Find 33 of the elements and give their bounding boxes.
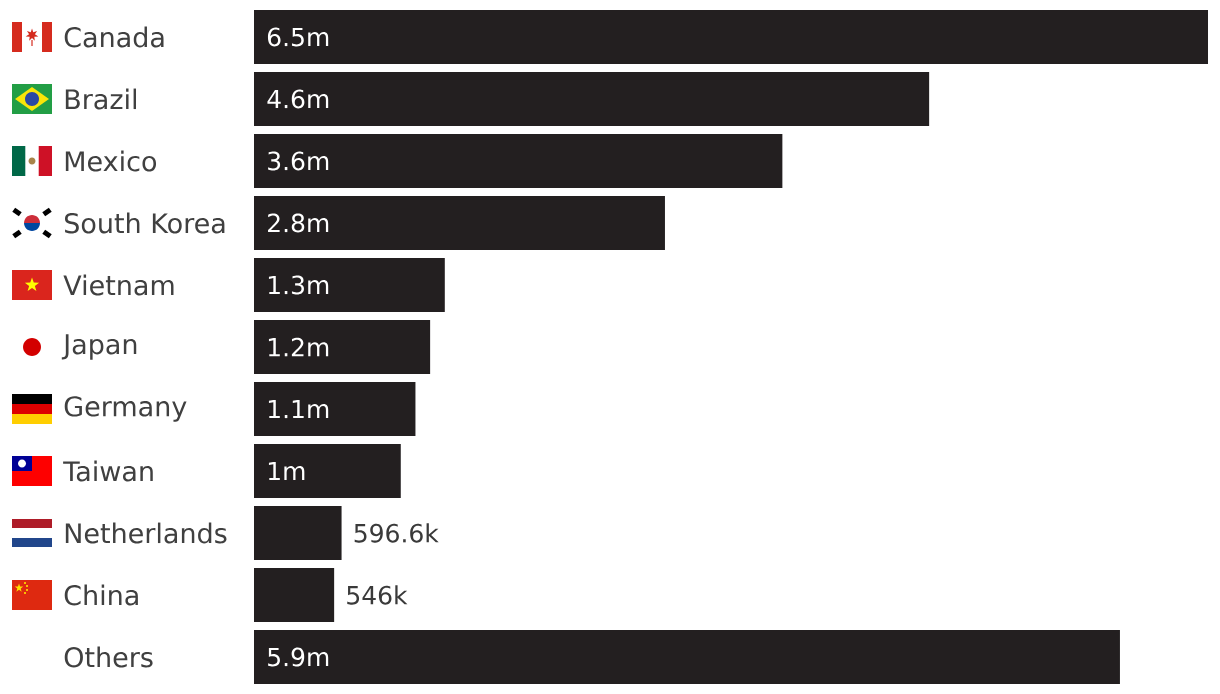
- y-tick-label: Mexico: [65, 150, 157, 172]
- y-tick-label: Taiwan: [63, 460, 153, 482]
- data-label: 596.6k: [354, 523, 439, 543]
- bar: [254, 258, 445, 312]
- bar: [254, 630, 1120, 685]
- bar: [254, 382, 416, 437]
- data-label: 4.6m: [267, 89, 329, 109]
- y-tick-label: Vietnam: [63, 274, 174, 296]
- y-tick-label: Others: [64, 646, 153, 668]
- y-tick-label: Netherlands: [65, 522, 227, 544]
- data-label: 5.9m: [268, 647, 329, 667]
- data-label: 3.6m: [268, 151, 329, 171]
- data-label: 1.3m: [268, 275, 329, 295]
- bar: [254, 506, 342, 561]
- bar: [254, 196, 665, 250]
- data-label: 546k: [347, 585, 408, 605]
- bar: [254, 134, 783, 188]
- y-tick-label: Germany: [64, 396, 187, 422]
- bar: [254, 72, 930, 126]
- data-label: 2.8m: [268, 213, 329, 233]
- bar: [254, 444, 401, 499]
- bar: [254, 320, 431, 375]
- y-tick-label: Brazil: [65, 88, 137, 110]
- y-tick-label: Canada: [64, 26, 164, 48]
- data-label: 6.5m: [267, 27, 329, 47]
- data-label: 1.2m: [268, 337, 329, 357]
- y-tick-label: Japan: [61, 334, 137, 360]
- bar: [254, 10, 1208, 64]
- data-label: 1.1m: [268, 399, 329, 419]
- y-tick-label: South Korea: [64, 212, 225, 234]
- data-label: 1m: [268, 461, 305, 481]
- y-tick-label: China: [64, 584, 138, 606]
- bar: [254, 568, 335, 623]
